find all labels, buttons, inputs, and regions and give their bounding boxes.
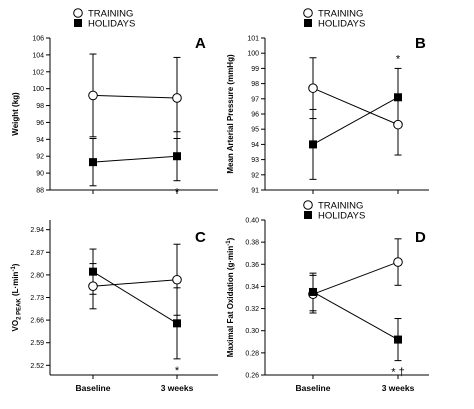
panel-b-y-tick-label: 101 — [247, 36, 259, 43]
panel-d-legend-label: HOLIDAYS — [318, 211, 365, 222]
panel-b-holidays-series-line — [312, 96, 399, 145]
panel-b-legend-marker-holidays — [304, 19, 312, 27]
panel-b-training-point — [393, 119, 403, 130]
panel-d-y-axis-title: Maximal Fat Oxidation (g·min-1) — [226, 237, 235, 357]
panel-a-y-tick-label: 104 — [32, 52, 44, 59]
panel-a-holidays-series-line — [92, 155, 178, 163]
panel-d-y-axis-title-part: -1 — [226, 240, 232, 246]
panel-c-y-axis-title-part: -1 — [11, 266, 17, 272]
panel-d-holidays-point — [394, 335, 402, 344]
panel-b-y-tick-label: 96 — [251, 112, 259, 119]
panel-d-y-tick-label: 0.28 — [245, 350, 259, 357]
panel-c-y-axis-title-part: 2 PEAK — [17, 298, 23, 320]
panel-c-y-tick-label: 2.66 — [30, 318, 44, 325]
panel-c-y-tick-label: 2.73 — [30, 295, 44, 302]
panel-d-legend-marker-holidays — [304, 211, 312, 219]
panel-c-holidays-point — [173, 319, 181, 328]
panel-a-letter: A — [195, 35, 206, 52]
panel-c-y-axis-title: VO2 PEAK (L·min-1) — [11, 263, 23, 331]
panel-a-y-tick-label: 90 — [36, 171, 44, 178]
panel-b-y-tick-label: 92 — [251, 172, 259, 179]
panel-b-y-tick-label: 95 — [251, 127, 259, 134]
panel-b-y-axis-title: Mean Arterial Pressure (mmHg) — [226, 54, 235, 174]
panel-a-y-tick-label: 92 — [36, 154, 44, 161]
panel-a-training-series-line — [92, 94, 178, 99]
panel-d-y-tick-label: 0.38 — [245, 240, 259, 247]
panel-c-significance-marker: * — [175, 365, 180, 377]
panel-b-training-point — [308, 83, 318, 93]
panel-b-y-tick-label: 94 — [251, 142, 259, 149]
panel-a-significance-marker: * — [175, 187, 180, 199]
panel-d-y-axis-title-part: Maximal Fat Oxidation (g·min — [226, 246, 235, 358]
panel-c-training-point — [88, 281, 98, 291]
panel-b-y-tick-label: 100 — [247, 51, 259, 58]
panel-d-letter: D — [415, 229, 426, 246]
panel-a-legend-label: HOLIDAYS — [88, 19, 135, 30]
panel-c-holidays-point — [89, 267, 97, 276]
panel-c-x-category-label: 3 weeks — [161, 383, 194, 393]
panel-a-y-tick-label: 98 — [36, 103, 44, 110]
panel-c-y-tick-label: 2.80 — [30, 272, 44, 279]
panel-a-y-tick-label: 88 — [36, 188, 44, 195]
panel-d-y-tick-label: 0.34 — [245, 284, 259, 291]
panel-a-training-point — [172, 93, 182, 103]
panel-d-legend-label: TRAINING — [318, 201, 363, 212]
panel-c-x-category-label: Baseline — [76, 383, 111, 393]
panel-b-y-tick-label: 97 — [251, 96, 259, 103]
panel-a-y-tick-label: 96 — [36, 120, 44, 127]
panel-b-letter: B — [415, 35, 426, 52]
panel-a-y-axis-title: Weight (kg) — [11, 92, 20, 136]
panel-d-y-tick-label: 0.36 — [245, 262, 259, 269]
panel-c-training-series-line — [92, 279, 178, 287]
panel-a-y-tick-label: 94 — [36, 137, 44, 144]
panel-b-y-tick-label: 98 — [251, 81, 259, 88]
panel-a-legend-marker-training — [73, 8, 83, 18]
panel-b-holidays-point — [394, 93, 402, 102]
panel-c-training-point — [172, 274, 182, 285]
panel-c-y-axis-title-part: (L·min — [11, 271, 20, 298]
panel-b-y-tick-label: 93 — [251, 157, 259, 164]
panel-c-y-tick-label: 2.87 — [30, 250, 44, 257]
panel-a-holidays-point — [173, 152, 181, 161]
panel-d-y-tick-label: 0.32 — [245, 306, 259, 313]
panel-c-letter: C — [195, 229, 206, 246]
panel-a-y-tick-label: 106 — [32, 36, 44, 43]
panel-a-legend-label: TRAINING — [88, 9, 133, 20]
panel-c-y-tick-label: 2.59 — [30, 340, 44, 347]
panel-a-holidays-point — [89, 158, 97, 167]
panel-d-y-tick-label: 0.30 — [245, 328, 259, 335]
panel-c-holidays-series-line — [92, 271, 178, 324]
panel-d-training-point — [393, 257, 403, 267]
panel-b-legend-label: TRAINING — [318, 9, 363, 20]
panel-d-holidays-point — [309, 287, 317, 296]
panel-b-training-series-line — [312, 87, 399, 126]
panel-b-y-tick-label: 99 — [251, 66, 259, 73]
panel-c-y-tick-label: 2.52 — [30, 363, 44, 370]
panel-c-y-tick-label: 2.94 — [30, 227, 44, 234]
panel-d-y-tick-label: 0.26 — [245, 373, 259, 380]
panel-b-y-tick-label: 91 — [251, 188, 259, 195]
panel-b-legend-marker-training — [303, 8, 313, 18]
panel-b-significance-marker: * — [396, 53, 401, 65]
panel-c-y-axis-title-part: VO — [11, 320, 20, 332]
panel-b-legend-label: HOLIDAYS — [318, 19, 365, 30]
panel-d-y-axis-title-part: ) — [226, 237, 235, 240]
panel-d-x-category-label: Baseline — [296, 383, 331, 393]
panel-a-legend-marker-holidays — [74, 19, 82, 27]
panel-d-holidays-series-line — [312, 291, 399, 341]
panel-d-y-tick-label: 0.40 — [245, 218, 259, 225]
panel-a-y-tick-label: 102 — [32, 69, 44, 76]
panel-d-x-category-label: 3 weeks — [382, 383, 415, 393]
panel-a-training-point — [88, 90, 98, 101]
panel-a-y-tick-label: 100 — [32, 86, 44, 93]
panel-d-significance-marker: * † — [391, 367, 404, 379]
panel-d-training-series-line — [312, 261, 399, 295]
panel-c-y-axis-title-part: ) — [11, 263, 20, 266]
panel-b-holidays-point — [309, 140, 317, 149]
panel-d-legend-marker-training — [303, 200, 313, 210]
